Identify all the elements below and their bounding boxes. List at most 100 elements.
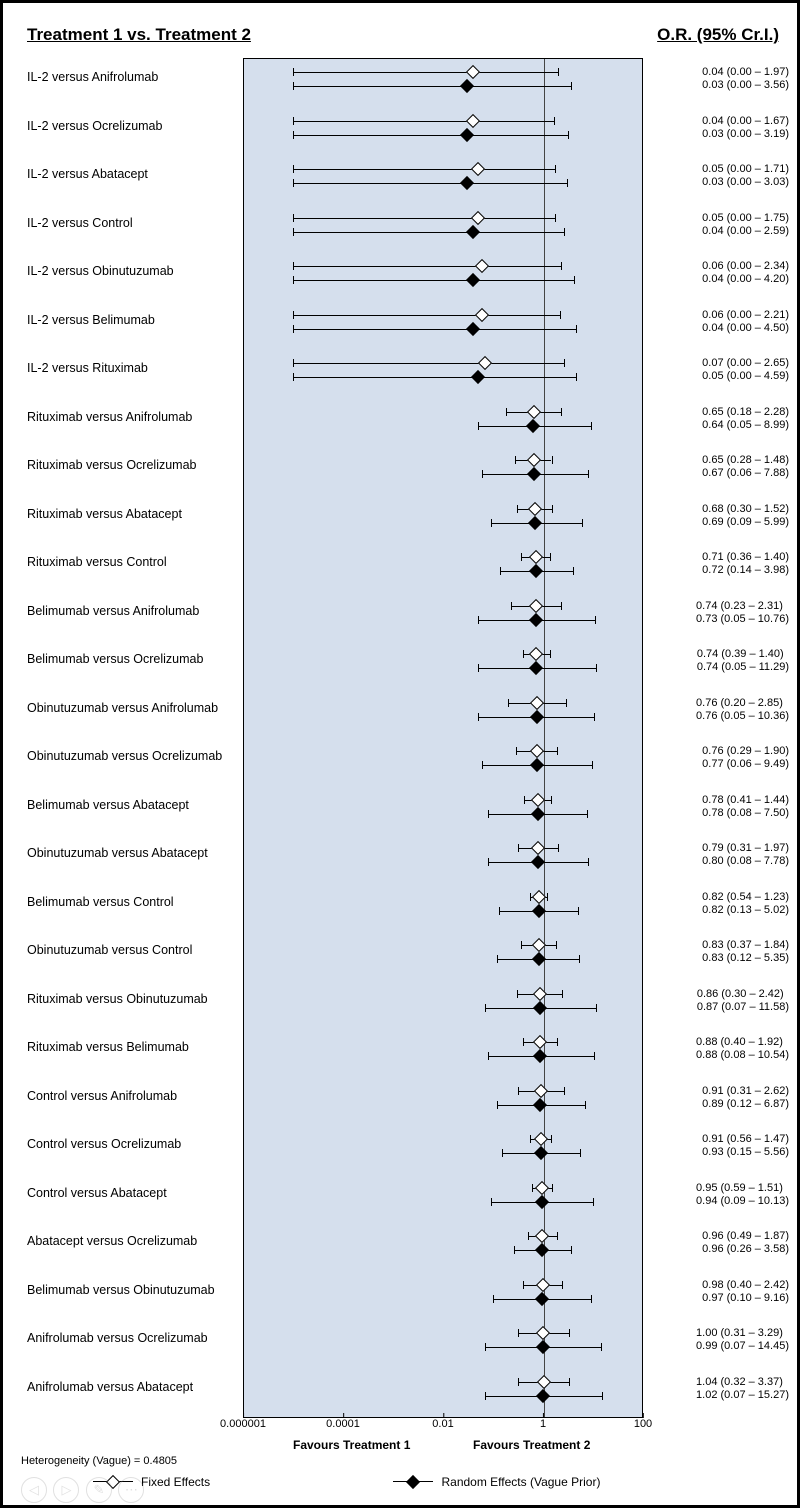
- edit-icon[interactable]: ✎: [86, 1477, 112, 1503]
- whisker: [568, 131, 569, 139]
- forest-row: IL-2 versus Control0.05 (0.00 – 1.75)0.0…: [3, 204, 800, 253]
- forest-row: Abatacept versus Ocrelizumab 0.96 (0.49 –…: [3, 1222, 800, 1271]
- row-label: Rituximab versus Belimumab: [27, 1040, 189, 1054]
- forest-row: IL-2 versus Rituximab0.07 (0.00 – 2.65)0…: [3, 349, 800, 398]
- whisker: [499, 907, 500, 915]
- whisker: [596, 1004, 597, 1012]
- whisker: [500, 567, 501, 575]
- whisker: [554, 117, 555, 125]
- axis-label-right: Favours Treatment 2: [473, 1438, 590, 1452]
- forest-row: Belimumab versus Abatacept0.78 (0.41 – 1…: [3, 786, 800, 835]
- diamond-open-icon: [530, 695, 544, 709]
- diamond-fill-icon: [532, 952, 546, 966]
- forest-row: Control versus Anifrolumab0.91 (0.31 – 2…: [3, 1077, 800, 1126]
- whisker: [491, 519, 492, 527]
- diamond-open-icon: [537, 1374, 551, 1388]
- diamond-open-icon: [466, 113, 480, 127]
- prev-icon[interactable]: ◁: [21, 1477, 47, 1503]
- whisker: [594, 1052, 595, 1060]
- whisker: [485, 1343, 486, 1351]
- diamond-fill-icon: [535, 1291, 549, 1305]
- diamond-open-icon: [529, 598, 543, 612]
- forest-row: Control versus Abatacept0.95 (0.59 – 1.5…: [3, 1174, 800, 1223]
- whisker: [552, 505, 553, 513]
- more-icon[interactable]: ⋯: [118, 1477, 144, 1503]
- diamond-open-icon: [527, 453, 541, 467]
- whisker: [508, 699, 509, 707]
- row-label: Control versus Anifrolumab: [27, 1089, 177, 1103]
- whisker: [530, 1135, 531, 1143]
- whisker: [523, 1038, 524, 1046]
- whisker: [593, 1198, 594, 1206]
- forest-row: Rituximab versus Abatacept0.68 (0.30 – 1…: [3, 495, 800, 544]
- forest-row: IL-2 versus Ocrelizumab0.04 (0.00 – 1.67…: [3, 107, 800, 156]
- title-right: O.R. (95% Cr.I.): [657, 25, 779, 45]
- whisker: [557, 747, 558, 755]
- whisker: [550, 553, 551, 561]
- diamond-open-icon: [529, 647, 543, 661]
- whisker: [556, 941, 557, 949]
- row-label: Anifrolumab versus Abatacept: [27, 1380, 193, 1394]
- whisker: [293, 131, 294, 139]
- whisker: [595, 616, 596, 624]
- row-label: Obinutuzumab versus Anifrolumab: [27, 701, 218, 715]
- row-stats: 0.04 (0.00 – 1.67)0.03 (0.00 – 3.19): [702, 115, 789, 141]
- diamond-open-icon: [535, 1229, 549, 1243]
- whisker: [555, 165, 556, 173]
- whisker: [488, 1052, 489, 1060]
- row-label: Belimumab versus Abatacept: [27, 798, 189, 812]
- row-stats: 0.74 (0.39 – 1.40)0.74 (0.05 – 11.29): [697, 648, 789, 674]
- diamond-open-icon: [471, 162, 485, 176]
- whisker: [571, 1246, 572, 1254]
- whisker: [557, 1232, 558, 1240]
- diamond-open-icon: [535, 1277, 549, 1291]
- row-label: Abatacept versus Ocrelizumab: [27, 1234, 197, 1248]
- whisker: [293, 262, 294, 270]
- forest-row: IL-2 versus Anifrolumab0.04 (0.00 – 1.97…: [3, 58, 800, 107]
- diamond-open-icon: [528, 501, 542, 515]
- whisker: [491, 1198, 492, 1206]
- whisker: [293, 276, 294, 284]
- row-stats: 0.05 (0.00 – 1.71)0.03 (0.00 – 3.03): [702, 163, 789, 189]
- whisker: [478, 713, 479, 721]
- whisker: [564, 228, 565, 236]
- forest-row: Rituximab versus Belimumab0.88 (0.40 – 1…: [3, 1028, 800, 1077]
- next-icon[interactable]: ▷: [53, 1477, 79, 1503]
- whisker: [532, 1184, 533, 1192]
- diamond-fill-icon: [530, 758, 544, 772]
- row-label: Control versus Ocrelizumab: [27, 1137, 181, 1151]
- row-stats: 0.86 (0.30 – 2.42)0.87 (0.07 – 11.58): [697, 988, 789, 1014]
- whisker: [592, 761, 593, 769]
- diamond-fill-icon: [460, 127, 474, 141]
- diamond-open-icon: [475, 259, 489, 273]
- row-stats: 0.68 (0.30 – 1.52)0.69 (0.09 – 5.99): [702, 503, 789, 529]
- diamond-fill-icon: [460, 79, 474, 93]
- whisker: [557, 1038, 558, 1046]
- forest-row: Belimumab versus Anifrolumab0.74 (0.23 –…: [3, 592, 800, 641]
- whisker: [478, 664, 479, 672]
- whisker: [552, 1184, 553, 1192]
- whisker: [523, 1281, 524, 1289]
- row-label: Control versus Abatacept: [27, 1186, 167, 1200]
- forest-row: Obinutuzumab versus Ocrelizumab0.76 (0.2…: [3, 737, 800, 786]
- whisker: [293, 117, 294, 125]
- forest-row: Rituximab versus Obinutuzumab0.86 (0.30 …: [3, 980, 800, 1029]
- whisker: [528, 1232, 529, 1240]
- diamond-fill-icon: [406, 1474, 420, 1488]
- whisker: [518, 1378, 519, 1386]
- diamond-fill-icon: [466, 321, 480, 335]
- row-stats: 0.96 (0.49 – 1.87)0.96 (0.26 – 3.58): [702, 1230, 789, 1256]
- whisker: [558, 844, 559, 852]
- tick: 0.0001: [326, 1418, 360, 1430]
- ci-line: [293, 169, 555, 170]
- diamond-fill-icon: [527, 467, 541, 481]
- row-label: IL-2 versus Rituximab: [27, 361, 148, 375]
- forest-row: Control versus Ocrelizumab0.91 (0.56 – 1…: [3, 1125, 800, 1174]
- whisker: [488, 858, 489, 866]
- forest-row: Obinutuzumab versus Anifrolumab0.76 (0.2…: [3, 689, 800, 738]
- diamond-fill-icon: [533, 1000, 547, 1014]
- diamond-fill-icon: [466, 224, 480, 238]
- whisker: [502, 1149, 503, 1157]
- title-left: Treatment 1 vs. Treatment 2: [27, 25, 251, 45]
- tick: 0.000001: [220, 1418, 266, 1430]
